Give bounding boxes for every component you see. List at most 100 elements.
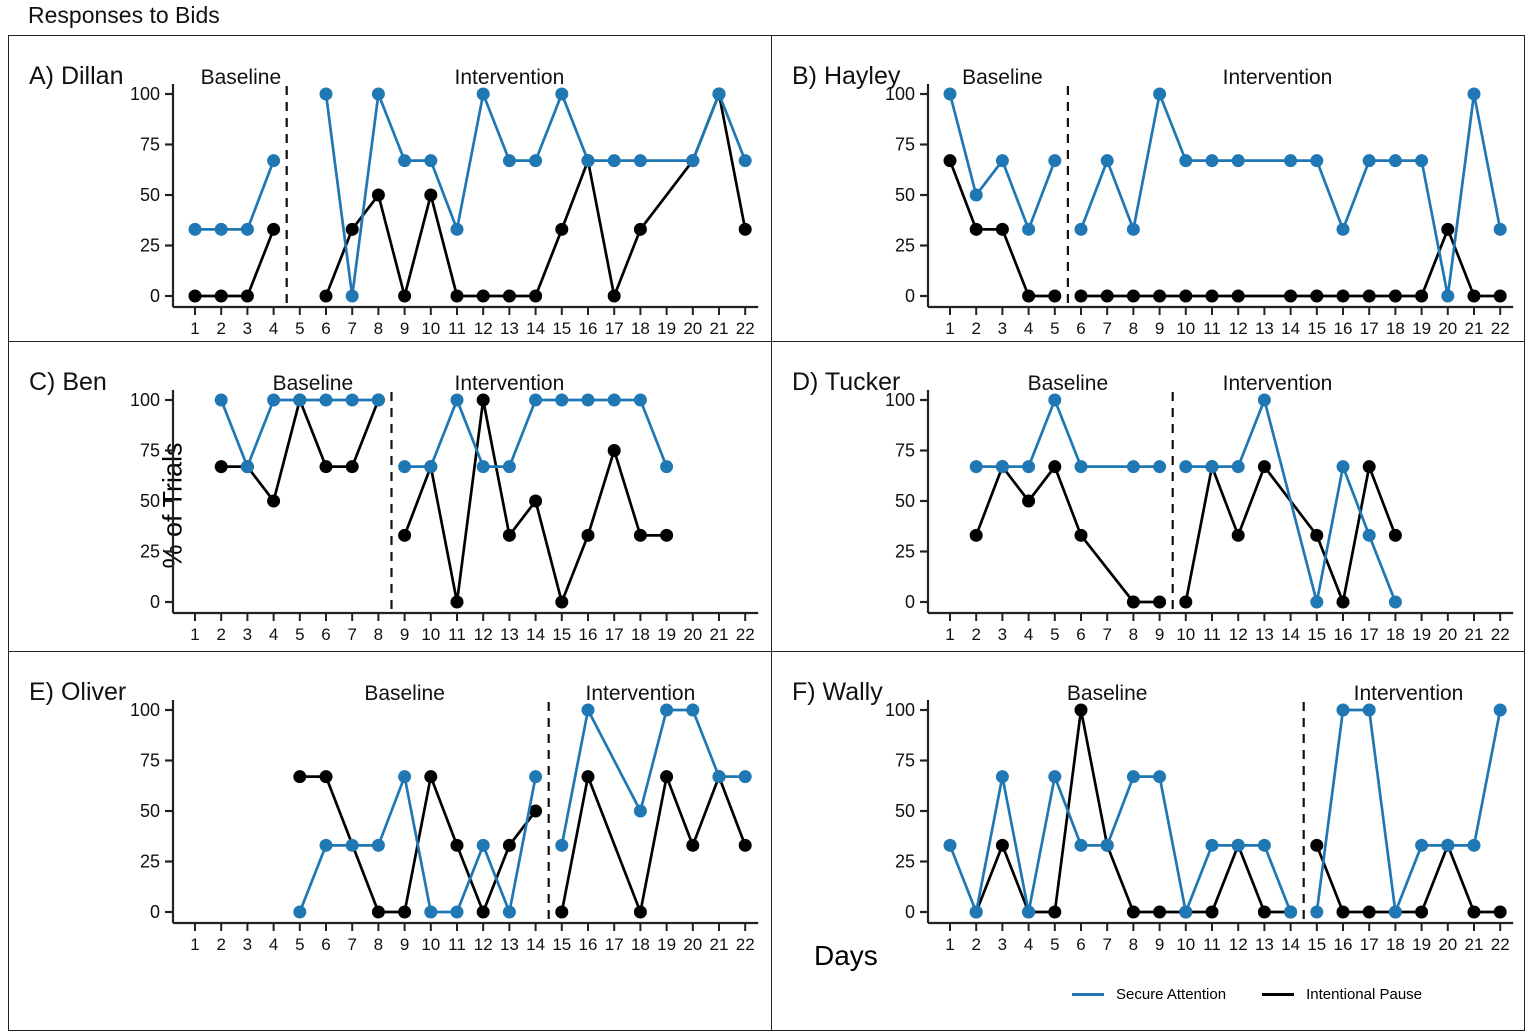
x-tick-label: 17 [1360,319,1379,338]
data-point [1310,289,1324,303]
y-tick-label: 25 [140,236,160,256]
data-point [943,154,957,168]
data-point [1179,289,1193,303]
x-axis: 1 2 3 4 5 6 7 8 9 10 11 12 13 14 15 16 17 18 19 20 21 22 [173,611,759,644]
x-tick-label: 2 [971,625,980,644]
data-point [240,222,254,236]
y-axis: 0 25 50 75 100 [130,700,175,923]
x-tick-label: 20 [683,935,702,954]
panel-dillan: A) Dillan 0 25 50 75 100 1 2 3 4 5 6 7 8 9 10 11 12 13 14 1… [9,36,772,342]
x-tick-label: 7 [1102,625,1111,644]
data-point [476,289,490,303]
data-point [969,905,983,919]
x-tick-label: 13 [500,319,519,338]
data-point [633,222,647,236]
x-tick-label: 12 [1229,625,1248,644]
y-tick-label: 25 [895,236,915,256]
x-tick-label: 15 [1307,935,1326,954]
x-tick-label: 17 [605,935,624,954]
y-tick-label: 50 [140,491,160,511]
x-tick-label: 12 [474,319,493,338]
x-tick-label: 6 [321,935,330,954]
data-point [995,222,1009,236]
data-point [1126,770,1140,784]
data-point [1100,289,1114,303]
x-tick-label: 4 [269,625,278,644]
x-tick-label: 2 [971,935,980,954]
x-tick-label: 9 [1155,625,1164,644]
x-tick-label: 21 [710,935,729,954]
data-point [1388,528,1402,542]
data-point [1362,154,1376,168]
data-point [293,905,307,919]
y-tick-label: 50 [140,801,160,821]
y-tick-label: 75 [140,441,160,461]
panel-hayley-label: B) Hayley [792,62,901,90]
y-tick-label: 0 [905,286,915,306]
x-tick-label: 21 [1465,625,1484,644]
data-point [581,770,595,784]
data-point [319,87,333,101]
data-point [607,289,621,303]
data-point [1415,154,1429,168]
series-secure-attention [214,393,674,474]
x-tick-label: 18 [1386,935,1405,954]
x-tick-label: 5 [1050,935,1059,954]
series-secure-attention [188,87,752,303]
data-point [1310,838,1324,852]
data-point [398,770,412,784]
data-point [345,838,359,852]
data-point [969,460,983,474]
panel-ben: C) Ben % of Trials 0 25 50 75 100 1 2 3 4 5 6 7 8 9 10… [9,342,772,652]
data-point [660,703,674,717]
x-tick-label: 10 [421,935,440,954]
intervention-phase-label: Intervention [586,682,696,705]
data-point [1205,154,1219,168]
y-tick-label: 50 [140,185,160,205]
data-point [1257,838,1271,852]
data-point [1362,289,1376,303]
data-point [529,289,543,303]
y-tick-label: 50 [895,491,915,511]
x-tick-label: 8 [374,935,383,954]
y-axis: 0 25 50 75 100 [130,390,175,613]
x-tick-label: 7 [347,625,356,644]
x-tick-label: 5 [295,625,304,644]
x-tick-label: 13 [500,625,519,644]
y-tick-label: 75 [895,751,915,771]
data-point [424,770,438,784]
data-point [345,222,359,236]
x-tick-label: 11 [1203,319,1221,338]
data-point [398,905,412,919]
data-point [943,838,957,852]
x-tick-label: 7 [1102,319,1111,338]
data-point [502,460,516,474]
data-point [1310,154,1324,168]
data-point [1205,289,1219,303]
data-point [581,393,595,407]
x-tick-label: 20 [1438,935,1457,954]
x-tick-label: 17 [1360,625,1379,644]
data-point [1074,460,1088,474]
data-point [1022,289,1036,303]
data-point [581,154,595,168]
y-tick-label: 75 [895,441,915,461]
data-point [1441,289,1455,303]
data-point [529,804,543,818]
data-point [1231,154,1245,168]
x-tick-label: 11 [1203,625,1221,644]
x-tick-label: 15 [552,319,571,338]
data-point [1179,154,1193,168]
data-point [686,838,700,852]
x-tick-label: 11 [1203,935,1221,954]
data-point [633,528,647,542]
data-point [1153,289,1167,303]
x-tick-label: 11 [448,319,466,338]
series-intentional-pause [214,393,674,609]
data-point [555,905,569,919]
panel-oliver-label: E) Oliver [29,678,127,706]
x-tick-label: 21 [1465,935,1484,954]
series-intentional-pause [969,703,1507,919]
data-point [1153,87,1167,101]
